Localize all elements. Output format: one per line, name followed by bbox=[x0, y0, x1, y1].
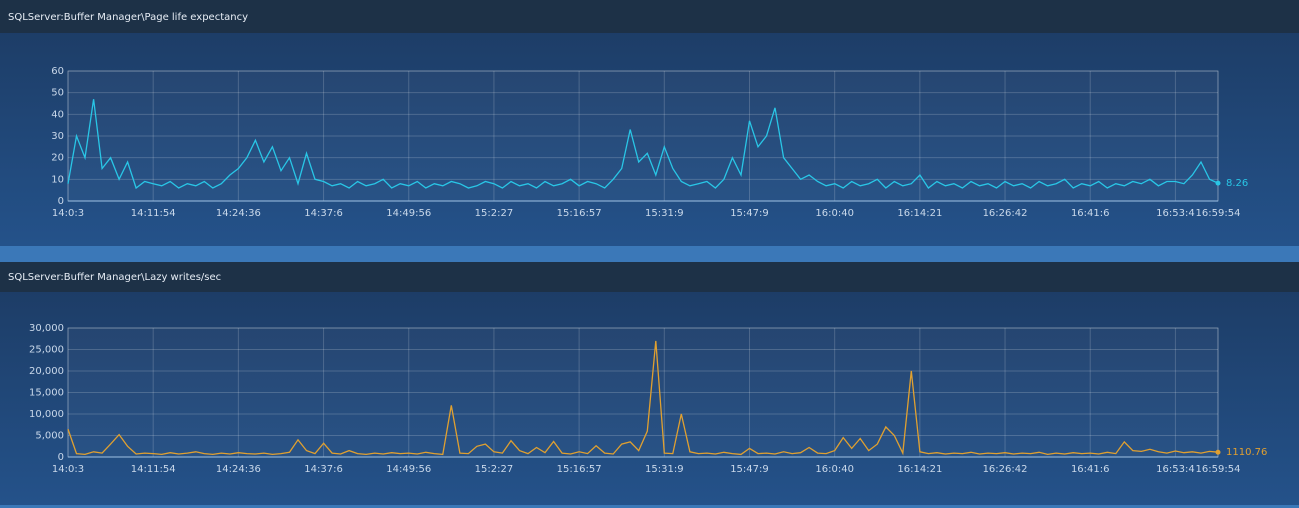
y-tick-label: 5,000 bbox=[35, 431, 64, 442]
x-tick-label: 14:11:54 bbox=[131, 464, 176, 475]
x-tick-label: 14:24:36 bbox=[216, 464, 261, 475]
y-tick-label: 0 bbox=[58, 196, 64, 207]
x-tick-label: 16:26:42 bbox=[983, 208, 1028, 219]
x-tick-label: 16:0:40 bbox=[815, 208, 854, 219]
x-tick-label: 14:11:54 bbox=[131, 208, 176, 219]
x-tick-label: 14:49:56 bbox=[386, 208, 431, 219]
x-tick-label: 16:59:54 bbox=[1196, 464, 1241, 475]
panel-header bbox=[0, 0, 1299, 33]
x-tick-label: 16:41:6 bbox=[1071, 464, 1110, 475]
x-tick-label: 14:37:6 bbox=[304, 464, 343, 475]
last-value-label: 1110.76 bbox=[1226, 447, 1267, 458]
panel-header bbox=[0, 262, 1299, 292]
x-tick-label: 16:53:4 bbox=[1156, 208, 1195, 219]
x-tick-label: 15:31:9 bbox=[645, 208, 684, 219]
x-tick-label: 15:16:57 bbox=[557, 208, 602, 219]
y-tick-label: 0 bbox=[58, 452, 64, 463]
x-tick-label: 15:31:9 bbox=[645, 464, 684, 475]
x-tick-label: 16:53:4 bbox=[1156, 464, 1195, 475]
x-tick-label: 14:49:56 bbox=[386, 464, 431, 475]
y-tick-label: 60 bbox=[51, 66, 64, 77]
x-tick-label: 16:41:6 bbox=[1071, 208, 1110, 219]
x-tick-label: 15:2:27 bbox=[475, 464, 514, 475]
x-tick-label: 14:0:3 bbox=[52, 464, 84, 475]
y-tick-label: 10,000 bbox=[29, 409, 64, 420]
y-tick-label: 20 bbox=[51, 153, 64, 164]
y-tick-label: 30 bbox=[51, 131, 64, 142]
series-line bbox=[67, 340, 1219, 456]
x-tick-label: 15:2:27 bbox=[475, 208, 514, 219]
panel-title: SQLServer:Buffer Manager\Lazy writes/sec bbox=[8, 272, 221, 283]
x-tick-label: 14:0:3 bbox=[52, 208, 84, 219]
x-tick-label: 15:47:9 bbox=[730, 208, 769, 219]
panel bbox=[0, 0, 1299, 246]
series-line bbox=[67, 99, 1219, 190]
y-tick-label: 10 bbox=[51, 174, 64, 185]
last-point bbox=[1215, 180, 1221, 186]
y-tick-label: 20,000 bbox=[29, 366, 64, 377]
y-tick-label: 40 bbox=[51, 109, 64, 120]
y-tick-label: 30,000 bbox=[29, 323, 64, 334]
x-tick-label: 15:16:57 bbox=[557, 464, 602, 475]
x-tick-label: 16:14:21 bbox=[897, 464, 942, 475]
x-tick-label: 16:14:21 bbox=[897, 208, 942, 219]
y-tick-label: 25,000 bbox=[29, 345, 64, 356]
x-tick-label: 14:24:36 bbox=[216, 208, 261, 219]
panel bbox=[0, 262, 1299, 505]
last-point bbox=[1215, 449, 1221, 455]
x-tick-label: 15:47:9 bbox=[730, 464, 769, 475]
x-tick-label: 14:37:6 bbox=[304, 208, 343, 219]
y-tick-label: 50 bbox=[51, 88, 64, 99]
panel-title: SQLServer:Buffer Manager\Page life expec… bbox=[8, 12, 248, 23]
x-tick-label: 16:26:42 bbox=[983, 464, 1028, 475]
x-tick-label: 16:0:40 bbox=[815, 464, 854, 475]
last-value-label: 8.26 bbox=[1226, 178, 1248, 189]
y-tick-label: 15,000 bbox=[29, 388, 64, 399]
x-tick-label: 16:59:54 bbox=[1196, 208, 1241, 219]
